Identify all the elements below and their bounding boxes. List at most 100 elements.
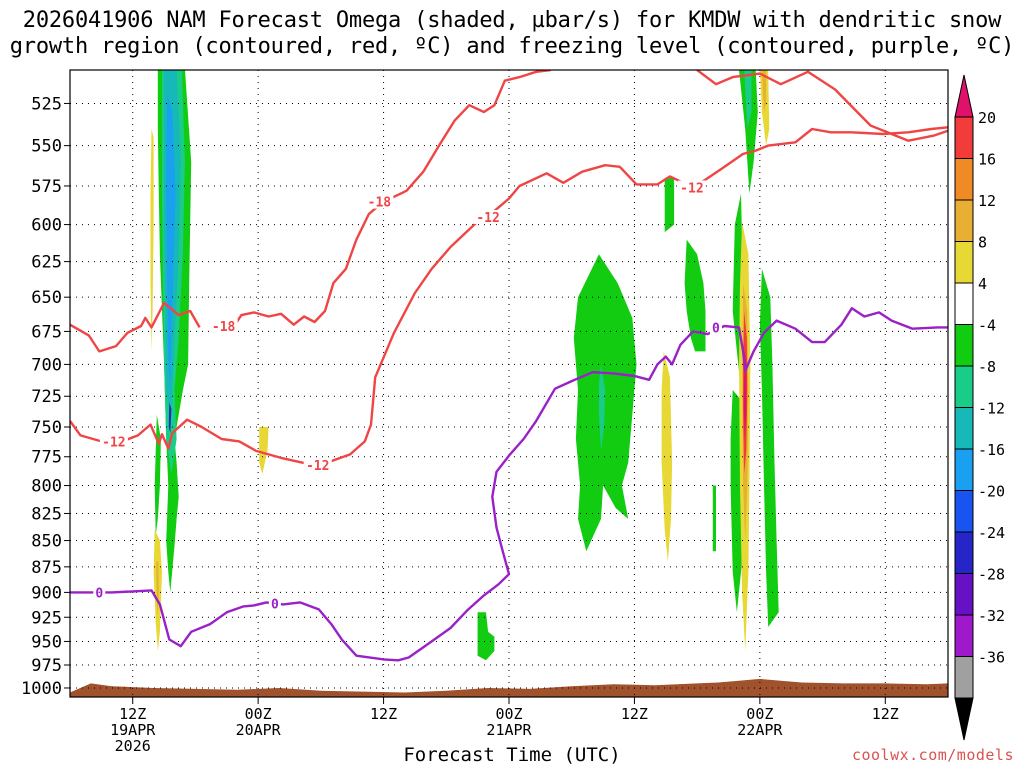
plot-frame [69,69,949,698]
contour--12 [70,126,948,467]
x-tick-label: 12Z [872,705,899,723]
chart-title-line-2: growth region (contoured, red, ºC) and f… [9,34,1015,59]
x-tick-label: 00Z [746,705,773,723]
omega-area-4 [166,94,176,391]
y-tick-label: 875 [31,558,62,578]
omega-area-13 [664,178,675,233]
y-tick-label: 650 [31,288,62,308]
contour-label: 0 [712,321,720,336]
colorbar-box [954,490,974,533]
omega-area-1 [154,414,161,536]
colorbar-box [954,614,974,657]
chart-title-line-1: 2026041906 NAM Forecast Omega (shaded, µ… [22,8,1002,33]
contour-0 [70,307,948,662]
contour-label-bg [99,434,128,449]
colorbar-box [954,282,974,325]
x-tick-label: 12Z [621,705,648,723]
omega-area-17 [739,70,758,194]
x-axis-label: Forecast Time (UTC) [403,744,621,766]
omega-area-6 [150,129,154,352]
omega-shading [150,70,779,661]
colorbar-label: 8 [978,234,987,252]
y-tick-label: 775 [31,448,62,468]
contour-label: -12 [476,211,499,226]
y-tick-label: 825 [31,504,62,524]
chart-title: 2026041906 NAM Forecast Omega (shaded, µ… [0,8,1024,60]
colorbar-bottom-arrow [954,697,974,741]
colorbar-top-arrow [954,74,974,118]
contour-label: 0 [95,586,103,601]
contour-label: 0 [271,597,279,612]
y-tick-label: 675 [31,322,62,342]
contour-labels: -18 -18 -12 -12 -12 -12 0 0 0 [93,180,722,612]
omega-area-5 [168,402,172,433]
contour-label: -12 [306,459,329,474]
colorbar-box [954,448,974,491]
x-tick-label: 21APR [486,721,532,739]
contour-label-bg [303,457,332,472]
contour-label-bg [677,180,706,195]
colorbar-label: -4 [978,317,996,335]
omega-area-18 [744,70,752,129]
contour--18 [70,301,201,353]
y-tick-label: 525 [31,94,62,114]
temperature-contours [70,70,948,662]
colorbar-label: -8 [978,358,996,376]
colorbar-label: -12 [978,400,1005,418]
y-tick-label: 725 [31,387,62,407]
colorbar-box [954,531,974,574]
contour-label-bg [93,585,106,600]
y-tick-label: 550 [31,137,62,157]
y-tick-label: 600 [31,216,62,236]
contour-label-bg [209,319,238,334]
contour-label: -12 [680,182,703,197]
x-tick-label: 2026 [115,737,151,755]
y-tick-label: 1000 [21,679,62,699]
colorbar-label: -16 [978,441,1005,459]
colorbar-label: 16 [978,151,996,169]
y-tick-label: 750 [31,418,62,438]
contour--18 [696,70,948,142]
contour-label-bg [474,209,503,224]
omega-area-12 [598,364,606,451]
colorbar-box [954,656,974,699]
x-tick-label: 12Z [119,705,146,723]
omega-area-24 [743,351,747,439]
terrain-shading [70,678,948,697]
colorbar-label: -36 [978,649,1005,667]
contour-label-bg [709,320,722,335]
x-tick-label: 19APR [110,721,156,739]
x-tick-label: 00Z [495,705,522,723]
terrain-area [70,678,948,697]
contour-label: -12 [102,435,125,450]
omega-area-10 [477,612,495,661]
colorbar-box [954,365,974,408]
omega-area-15 [684,239,706,352]
x-tick-label: 00Z [245,705,272,723]
y-tick-label: 575 [31,177,62,197]
x-tick-label: 20APR [236,721,282,739]
omega-area-16 [712,485,716,552]
x-tick-label: 22APR [737,721,783,739]
colorbar-box [954,158,974,201]
colorbar-box [954,116,974,159]
colorbar-label: -28 [978,566,1005,584]
y-tick-label: 850 [31,532,62,552]
omega-area-11 [573,254,637,552]
colorbar-label: 4 [978,275,987,293]
y-tick-label: 950 [31,632,62,652]
contour-label: -18 [368,196,392,211]
omega-area-25 [759,268,779,627]
colorbar-box [954,573,974,616]
omega-area-9 [259,427,269,475]
credit-text: coolwx.com/models [851,746,1014,764]
colorbar-label: -24 [978,524,1005,542]
y-tick-label: 900 [31,583,62,603]
contour-label-bg [365,194,394,209]
y-axis-ticks: 525 550 575 600 625 650 675 700 725 750 775 800 825 8… [21,94,70,699]
x-tick-label: 12Z [370,705,397,723]
colorbar-box [954,199,974,242]
colorbar-label: -32 [978,607,1005,625]
colorbar-label: -20 [978,483,1005,501]
